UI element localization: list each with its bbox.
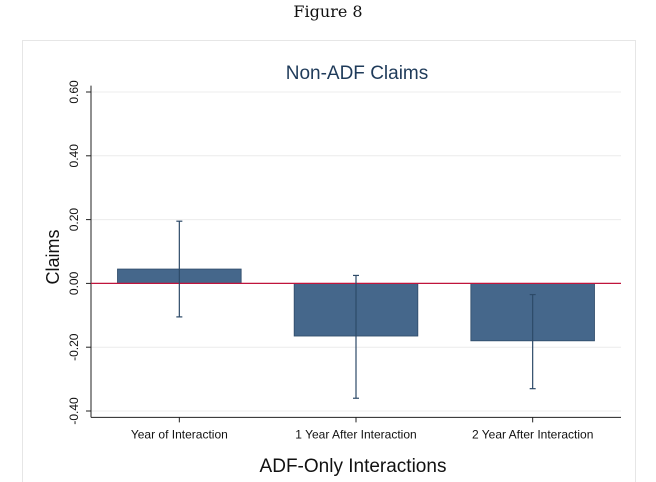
- chart-title: Non-ADF Claims: [286, 63, 429, 84]
- figure-caption: Figure 8: [293, 2, 363, 21]
- y-ticks: -0.40 -0.20 0.00 0.20 0.40 0.60: [67, 80, 91, 425]
- y-tick-label: 0.60: [67, 80, 81, 104]
- y-tick-label: -0.20: [67, 333, 81, 361]
- x-tick-label: Year of Interaction: [131, 427, 228, 441]
- y-tick-label: 0.40: [67, 144, 81, 168]
- error-bars: [176, 220, 536, 399]
- x-tick-label: 1 Year After Interaction: [295, 427, 416, 441]
- y-axis-label: Claims: [43, 229, 63, 284]
- y-tick-label: -0.40: [67, 397, 81, 425]
- chart-frame: [22, 40, 636, 482]
- x-axis-label: ADF-Only Interactions: [260, 456, 447, 477]
- y-tick-label: 0.00: [67, 271, 81, 295]
- x-ticks: Year of Interaction 1 Year After Interact…: [131, 417, 593, 441]
- x-tick-label: 2 Year After Interaction: [472, 427, 593, 441]
- y-tick-label: 0.20: [67, 208, 81, 232]
